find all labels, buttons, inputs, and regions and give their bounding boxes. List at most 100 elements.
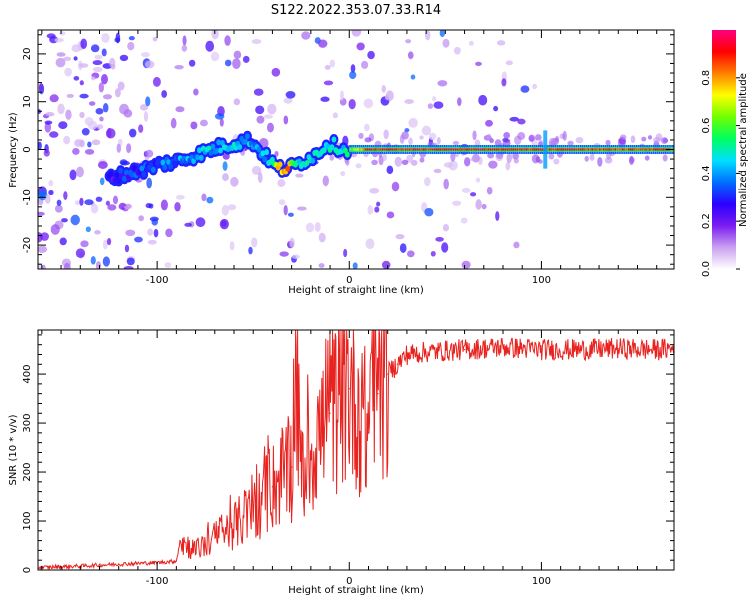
noise-cell xyxy=(575,137,584,144)
ridge-core xyxy=(616,148,618,151)
noise-cell xyxy=(487,152,495,159)
noise-cell xyxy=(340,170,346,177)
x-tick-label: -100 xyxy=(146,275,169,286)
ridge-core xyxy=(610,148,613,151)
ridge-core xyxy=(491,148,494,151)
ridge-core xyxy=(633,148,636,151)
noise-cell xyxy=(95,196,103,202)
colorbar-ticks: 0.0 0.2 0.4 0.6 0.8 xyxy=(701,70,740,277)
noise-cell xyxy=(64,67,72,77)
ridge-core xyxy=(554,148,557,151)
noise-cell xyxy=(421,125,432,136)
snr-point xyxy=(233,525,235,527)
ridge-core xyxy=(447,148,449,151)
noise-cell xyxy=(430,250,436,257)
noise-cell xyxy=(644,155,650,161)
noise-cell xyxy=(95,107,104,115)
noise-cell xyxy=(233,50,242,59)
noise-cell xyxy=(405,39,412,44)
noise-cell xyxy=(271,67,281,77)
noise-cell xyxy=(468,40,474,46)
ridge-core xyxy=(260,150,266,157)
ridge-core xyxy=(172,160,177,167)
ridge-core xyxy=(198,154,204,161)
noise-cell xyxy=(61,218,68,223)
ridge-core xyxy=(637,148,640,151)
ridge-core xyxy=(456,148,459,151)
noise-cell xyxy=(107,127,112,139)
noise-cell xyxy=(96,124,104,130)
noise-cell xyxy=(486,186,493,195)
ridge-core xyxy=(264,149,270,156)
snr-panel: -100 0 100 0 100 200 300 400 Height of straight… xyxy=(8,329,675,596)
noise-cell xyxy=(101,33,110,43)
ridge-core xyxy=(654,148,657,151)
noise-cell xyxy=(66,93,75,98)
noise-cell xyxy=(567,140,574,146)
noise-cell xyxy=(221,220,227,227)
snr-series-layer xyxy=(38,330,674,570)
ridge-core xyxy=(597,148,599,151)
noise-cell xyxy=(106,237,112,246)
noise-cell xyxy=(550,138,557,147)
snr-y-label: SNR (10 * v/v) xyxy=(8,414,19,485)
noise-cell xyxy=(199,119,208,127)
noise-cell xyxy=(80,240,89,248)
noise-cell xyxy=(503,138,511,143)
colorbar-gradient xyxy=(712,30,736,269)
ridge-core xyxy=(195,154,200,161)
ridge-core xyxy=(516,148,519,151)
noise-cell xyxy=(496,40,506,46)
ridge-core xyxy=(141,171,147,178)
ridge-core xyxy=(483,148,486,151)
noise-cell xyxy=(69,169,77,181)
y-tick-label: -10 xyxy=(22,189,33,205)
ridge-core xyxy=(624,148,626,151)
noise-cell xyxy=(295,173,304,178)
noise-cell xyxy=(92,60,103,66)
noise-cell xyxy=(355,163,362,169)
noise-cell xyxy=(79,93,89,99)
ridge-core xyxy=(568,148,570,151)
noise-cell xyxy=(369,187,380,194)
noise-cell xyxy=(495,211,500,221)
ridge-core xyxy=(441,148,444,151)
ridge-core xyxy=(256,146,262,153)
ridge-core xyxy=(420,148,422,151)
ridge-core xyxy=(262,156,268,163)
noise-cell xyxy=(433,101,444,109)
ridge-core xyxy=(131,164,137,171)
colorbar-tick-label: 0.6 xyxy=(701,118,712,134)
ridge-core xyxy=(445,148,447,151)
noise-cell xyxy=(107,204,117,211)
ridge-core xyxy=(656,148,659,151)
noise-cell xyxy=(361,60,369,69)
ridge-core xyxy=(593,148,595,151)
noise-cell xyxy=(63,191,68,200)
ridge-core xyxy=(625,148,628,151)
snr-axes: -100 0 100 0 100 200 300 400 xyxy=(22,330,674,587)
noise-cell xyxy=(442,223,450,232)
noise-cell xyxy=(437,80,448,87)
ridge-core xyxy=(216,139,222,146)
noise-cell xyxy=(461,187,471,194)
noise-cell xyxy=(452,200,462,206)
noise-cell xyxy=(408,117,418,128)
noise-cell xyxy=(54,204,63,213)
ridge-core xyxy=(118,167,124,174)
ridge-core xyxy=(620,148,622,151)
noise-cell xyxy=(277,179,286,187)
noise-cell xyxy=(63,262,71,269)
ridge-core xyxy=(422,148,424,151)
noise-cell xyxy=(49,131,59,138)
snr-point xyxy=(329,412,331,414)
ridge-core xyxy=(570,148,572,151)
noise-cell xyxy=(48,189,54,196)
x-tick-label: 100 xyxy=(532,576,551,587)
noise-cell xyxy=(59,31,66,36)
ridge-core xyxy=(160,159,166,166)
noise-cell xyxy=(76,166,84,178)
noise-cell xyxy=(318,39,328,48)
noise-cell xyxy=(251,237,258,248)
